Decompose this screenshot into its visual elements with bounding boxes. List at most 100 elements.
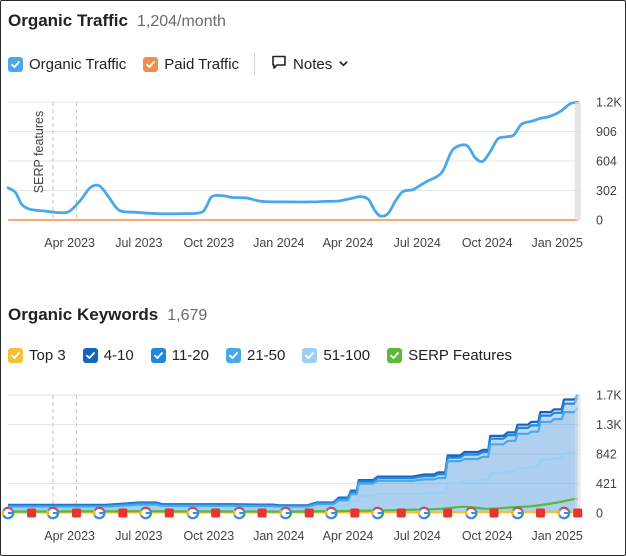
legend-21-50[interactable]: 21-50 xyxy=(226,347,285,364)
x-tick-label: Jan 2025 xyxy=(531,529,582,543)
legend-label: Paid Traffic xyxy=(164,55,240,73)
legend-divider xyxy=(254,53,256,75)
x-tick-label: Oct 2023 xyxy=(183,236,234,250)
checkbox-checked-icon[interactable] xyxy=(8,56,23,72)
y-tick-label: 1.7K xyxy=(596,389,622,403)
x-tick-label: Jan 2024 xyxy=(253,236,304,250)
legend-11-20[interactable]: 11-20 xyxy=(150,347,209,364)
google-update-icon xyxy=(139,506,152,520)
note-flag-icon xyxy=(164,508,174,518)
google-update-icon xyxy=(464,506,478,520)
checkbox-checked-icon[interactable] xyxy=(8,348,23,363)
legend-label: Organic Traffic xyxy=(29,55,127,73)
legend-label: SERP Features xyxy=(408,347,513,364)
note-flag-icon xyxy=(489,508,499,518)
traffic-title: Organic Traffic xyxy=(8,11,128,30)
x-tick-label: Jul 2023 xyxy=(115,236,162,250)
x-tick-label: Jan 2024 xyxy=(253,529,304,543)
serp-features-annotation: SERP features xyxy=(32,111,46,193)
note-flag-icon xyxy=(27,508,37,518)
traffic-legend: Organic Traffic Paid Traffic Notes xyxy=(8,53,349,75)
legend-51-100[interactable]: 51-100 xyxy=(302,347,370,364)
series-line-top-3 xyxy=(7,510,578,514)
notes-dropdown[interactable]: Notes xyxy=(271,54,349,74)
y-tick-label: 302 xyxy=(596,184,617,198)
x-tick-label: Apr 2024 xyxy=(323,529,374,543)
note-flag-icon xyxy=(535,508,545,518)
checkbox-checked-icon[interactable] xyxy=(387,348,403,363)
google-update-icon xyxy=(46,506,60,520)
legend-label: 51-100 xyxy=(323,347,371,364)
legend-top-3[interactable]: Top 3 xyxy=(8,347,66,364)
series-area-51-100 xyxy=(8,448,578,513)
traffic-header: Organic Traffic 1,204/month xyxy=(8,11,226,31)
hover-band xyxy=(574,102,581,220)
x-tick-label: Oct 2024 xyxy=(462,529,513,543)
note-flag-icon xyxy=(71,508,81,518)
y-tick-label: 421 xyxy=(596,477,617,491)
note-flag-icon xyxy=(396,508,406,518)
note-flag-icon xyxy=(350,508,360,518)
note-flag-icon xyxy=(304,508,314,518)
series-area-11-20 xyxy=(8,398,578,513)
series-line-51-100 xyxy=(8,447,579,510)
checkbox-checked-icon[interactable] xyxy=(143,56,159,72)
y-tick-label: 1.2K xyxy=(596,96,622,110)
x-tick-label: Apr 2024 xyxy=(323,236,374,250)
x-tick-label: Oct 2024 xyxy=(462,236,513,250)
organic-keywords-chart: 0 421 842 1.3K 1.7K Apr 2023 Jul 2023 Oct 2023 J… xyxy=(1,389,622,543)
x-tick-label: Jul 2024 xyxy=(394,236,441,250)
note-flag-icon xyxy=(443,508,453,518)
checkbox-checked-icon[interactable] xyxy=(150,348,166,363)
legend-4-10[interactable]: 4-10 xyxy=(82,347,134,364)
y-tick-label: 1.3K xyxy=(596,418,622,432)
y-tick-label: 0 xyxy=(596,214,603,228)
series-area-21-50 xyxy=(8,407,578,513)
chevron-down-icon xyxy=(338,56,349,73)
y-tick-label: 906 xyxy=(596,125,617,139)
google-update-icon xyxy=(511,506,524,520)
x-tick-label: Jul 2023 xyxy=(115,529,162,543)
note-flag-icon xyxy=(211,508,221,518)
x-tick-label: Oct 2023 xyxy=(183,529,234,543)
y-tick-label: 842 xyxy=(596,448,617,462)
keywords-header: Organic Keywords 1,679 xyxy=(8,305,207,325)
checkbox-checked-icon[interactable] xyxy=(302,348,318,363)
x-tick-label: Apr 2023 xyxy=(44,529,95,543)
x-tick-label: Apr 2023 xyxy=(44,236,95,250)
series-line-21-50 xyxy=(8,407,579,508)
google-update-icon xyxy=(92,506,106,520)
legend-organic-traffic[interactable]: Organic Traffic xyxy=(8,56,126,73)
legend-serp-features[interactable]: SERP Features xyxy=(387,347,512,364)
google-update-icon xyxy=(324,506,338,520)
organic-traffic-chart: 0 302 604 906 1.2K Apr 2023 Jul 2023 Oct 2023 Ja… xyxy=(6,96,622,250)
legend-paid-traffic[interactable]: Paid Traffic xyxy=(143,56,239,73)
x-tick-label: Jul 2024 xyxy=(394,529,441,543)
checkbox-checked-icon[interactable] xyxy=(226,348,241,363)
notes-label: Notes xyxy=(293,55,333,73)
legend-label: 21-50 xyxy=(247,347,286,364)
checkbox-checked-icon[interactable] xyxy=(82,348,98,363)
note-flag-icon xyxy=(573,508,583,518)
series-line-organic-traffic xyxy=(6,101,580,218)
y-tick-label: 0 xyxy=(596,507,603,521)
google-update-icon xyxy=(1,506,15,520)
keywords-value: 1,679 xyxy=(167,307,208,324)
legend-label: 4-10 xyxy=(103,347,134,364)
google-update-icon xyxy=(279,506,292,520)
note-flag-icon xyxy=(257,508,267,518)
comment-icon xyxy=(271,54,287,74)
legend-label: 11-20 xyxy=(171,347,209,364)
series-area-4-10 xyxy=(8,395,578,513)
note-flag-icon xyxy=(118,508,128,518)
google-update-icon xyxy=(371,506,384,520)
google-update-icon xyxy=(186,506,200,520)
google-update-icon xyxy=(557,506,571,520)
x-tick-label: Jan 2025 xyxy=(531,236,582,250)
keywords-title: Organic Keywords xyxy=(8,305,159,324)
traffic-value: 1,204/month xyxy=(136,13,226,30)
keywords-legend: Top 3 4-10 11-20 21-50 51-100 SERP Features xyxy=(8,347,529,364)
legend-label: Top 3 xyxy=(29,347,66,364)
google-update-icon xyxy=(417,506,431,520)
google-update-icon xyxy=(232,506,246,520)
